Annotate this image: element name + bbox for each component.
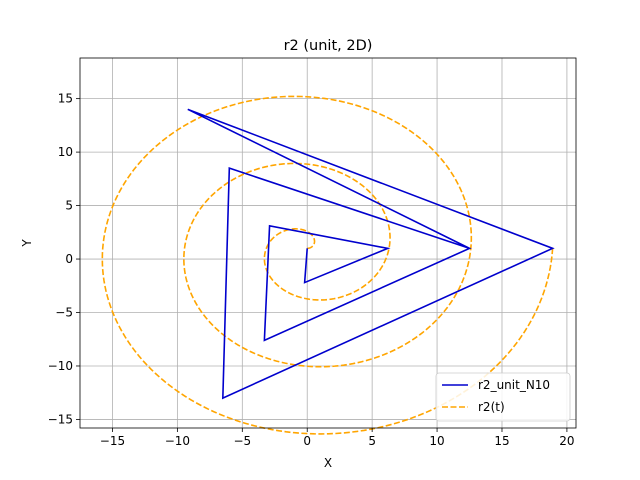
axes-frame: [79, 57, 577, 429]
plot-area: [101, 95, 555, 435]
x-tick-label: 10: [429, 434, 444, 448]
y-tick-label: −5: [55, 306, 73, 320]
x-tick-label: 15: [494, 434, 509, 448]
series-r2-unit-n10-line: [187, 108, 555, 400]
y-tick-label: 5: [65, 199, 73, 213]
legend-label-r2-unit-n10: r2_unit_N10: [478, 378, 550, 392]
grid: [80, 58, 576, 428]
series-r2-t-curve: [101, 95, 554, 435]
x-tick-label: −5: [233, 434, 251, 448]
x-tick-label: −15: [100, 434, 125, 448]
legend-box: [435, 372, 571, 422]
chart-title: r2 (unit, 2D): [284, 38, 373, 54]
y-tick-label: 15: [58, 92, 73, 106]
legend-label-r2-t: r2(t): [478, 400, 505, 414]
y-tick-label: 10: [58, 145, 73, 159]
ticks: −15 −10 −5 0 5 10 15 20 −15 −10 −5 0 5 10 15: [48, 92, 575, 448]
x-axis-label: X: [324, 456, 332, 470]
x-tick-label: 20: [559, 434, 574, 448]
y-tick-label: −10: [48, 359, 73, 373]
y-tick-label: 0: [65, 252, 73, 266]
x-tick-label: 5: [368, 434, 376, 448]
x-tick-label: −10: [165, 434, 190, 448]
legend: r2_unit_N10 r2(t): [435, 372, 571, 422]
x-tick-label: 0: [303, 434, 311, 448]
y-tick-label: −15: [48, 412, 73, 426]
y-axis-label: Y: [20, 239, 34, 248]
